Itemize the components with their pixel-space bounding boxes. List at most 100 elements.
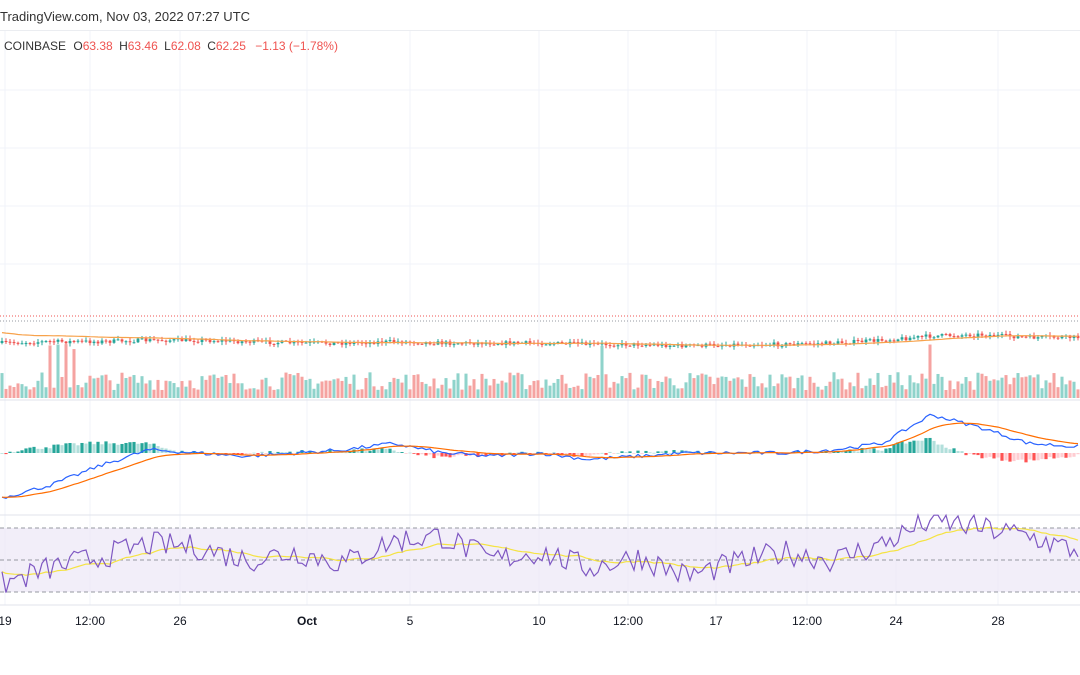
volume-bar [1008, 384, 1012, 398]
macd-histogram-bar [856, 451, 860, 453]
candle-body [188, 338, 192, 341]
volume-bar [752, 376, 756, 398]
volume-bar [500, 380, 504, 398]
volume-bar [804, 389, 808, 398]
volume-bar [808, 376, 812, 398]
volume-bar [200, 376, 204, 398]
candle-body [616, 345, 620, 347]
candle-body [816, 343, 820, 345]
macd-histogram-bar [504, 453, 508, 454]
volume-bar [448, 388, 452, 398]
candle-body [172, 339, 176, 341]
legend-low-label: L [164, 39, 171, 53]
volume-bar [704, 374, 708, 398]
candle-body [204, 339, 208, 341]
macd-histogram-bar [384, 448, 388, 453]
macd-histogram-bar [340, 452, 344, 453]
candle-body [196, 341, 200, 343]
macd-histogram-bar [576, 453, 580, 455]
volume-bar [848, 382, 852, 398]
candle-body [868, 339, 872, 341]
volume-bar [736, 377, 740, 398]
candle-body [184, 338, 188, 342]
candle-body [964, 334, 968, 336]
volume-bar [108, 380, 112, 398]
candle-body [940, 334, 944, 336]
macd-histogram-bar [136, 443, 140, 453]
candle-body [992, 334, 996, 337]
x-tick-label: 28 [991, 614, 1005, 628]
volume-bar [488, 385, 492, 398]
macd-line [1, 413, 1079, 500]
volume-bar [1036, 374, 1040, 398]
macd-histogram-bar [648, 452, 652, 454]
candle-body [32, 343, 36, 345]
volume-bar [580, 389, 584, 398]
volume-bar [924, 378, 928, 398]
candle-body [200, 339, 204, 343]
volume-bar [368, 372, 372, 398]
volume-bar [1060, 376, 1064, 398]
macd-histogram-bar [604, 453, 608, 455]
volume-bar [556, 378, 560, 398]
volume-bar [720, 376, 724, 398]
macd-histogram-bar [320, 451, 324, 453]
candle-body [228, 339, 232, 342]
macd-histogram-bar [128, 442, 132, 453]
volume-bar [612, 381, 616, 398]
macd-histogram-bar [1056, 453, 1060, 458]
volume-bar [640, 374, 644, 398]
candle-body [212, 341, 216, 343]
candle-body [924, 334, 928, 337]
macd-histogram-bar [944, 447, 948, 453]
volume-bar [364, 377, 368, 398]
volume-bar [712, 384, 716, 398]
candle-body [1020, 336, 1024, 338]
volume-bar [536, 380, 540, 398]
volume-bar [160, 389, 164, 398]
volume-bar [380, 386, 384, 398]
macd-histogram-bar [896, 442, 900, 453]
x-tick-label: 26 [173, 614, 187, 628]
volume-bar [944, 389, 948, 398]
volume-bar [948, 380, 952, 398]
volume-bar [284, 372, 288, 398]
volume-bar [800, 375, 804, 398]
volume-bar [192, 388, 196, 398]
candle-body [20, 343, 24, 345]
macd-histogram-bar [388, 448, 392, 453]
candle-body [132, 342, 136, 344]
macd-histogram-bar [1000, 453, 1004, 461]
volume-bar [64, 344, 68, 398]
macd-histogram-bar [1032, 453, 1036, 461]
candle-body [984, 335, 988, 337]
macd-histogram-bar [276, 451, 280, 453]
volume-bar [684, 382, 688, 398]
macd-histogram-bar [48, 448, 52, 453]
volume-bar [328, 380, 332, 398]
candle-body [16, 342, 20, 344]
volume-bar [144, 383, 148, 398]
macd-histogram-bar [852, 451, 856, 453]
macd-histogram-bar [44, 447, 48, 453]
candle-body [248, 341, 252, 343]
legend-close-value: 62.25 [215, 39, 246, 53]
volume-bar [224, 374, 228, 398]
volume-bar [4, 388, 8, 398]
candle-body [476, 342, 480, 345]
candle-body [156, 339, 160, 341]
volume-bar [928, 344, 932, 398]
macd-histogram-bar [620, 451, 624, 453]
candle-body [516, 341, 520, 344]
volume-bar [760, 383, 764, 398]
candle-body [220, 340, 224, 342]
volume-bar [992, 379, 996, 398]
volume-bar [524, 389, 528, 398]
candle-body [856, 339, 860, 341]
volume-bar [844, 389, 848, 398]
candle-body [888, 340, 892, 342]
candle-body [588, 343, 592, 345]
candle-body [776, 342, 780, 347]
volume-bar [504, 382, 508, 398]
